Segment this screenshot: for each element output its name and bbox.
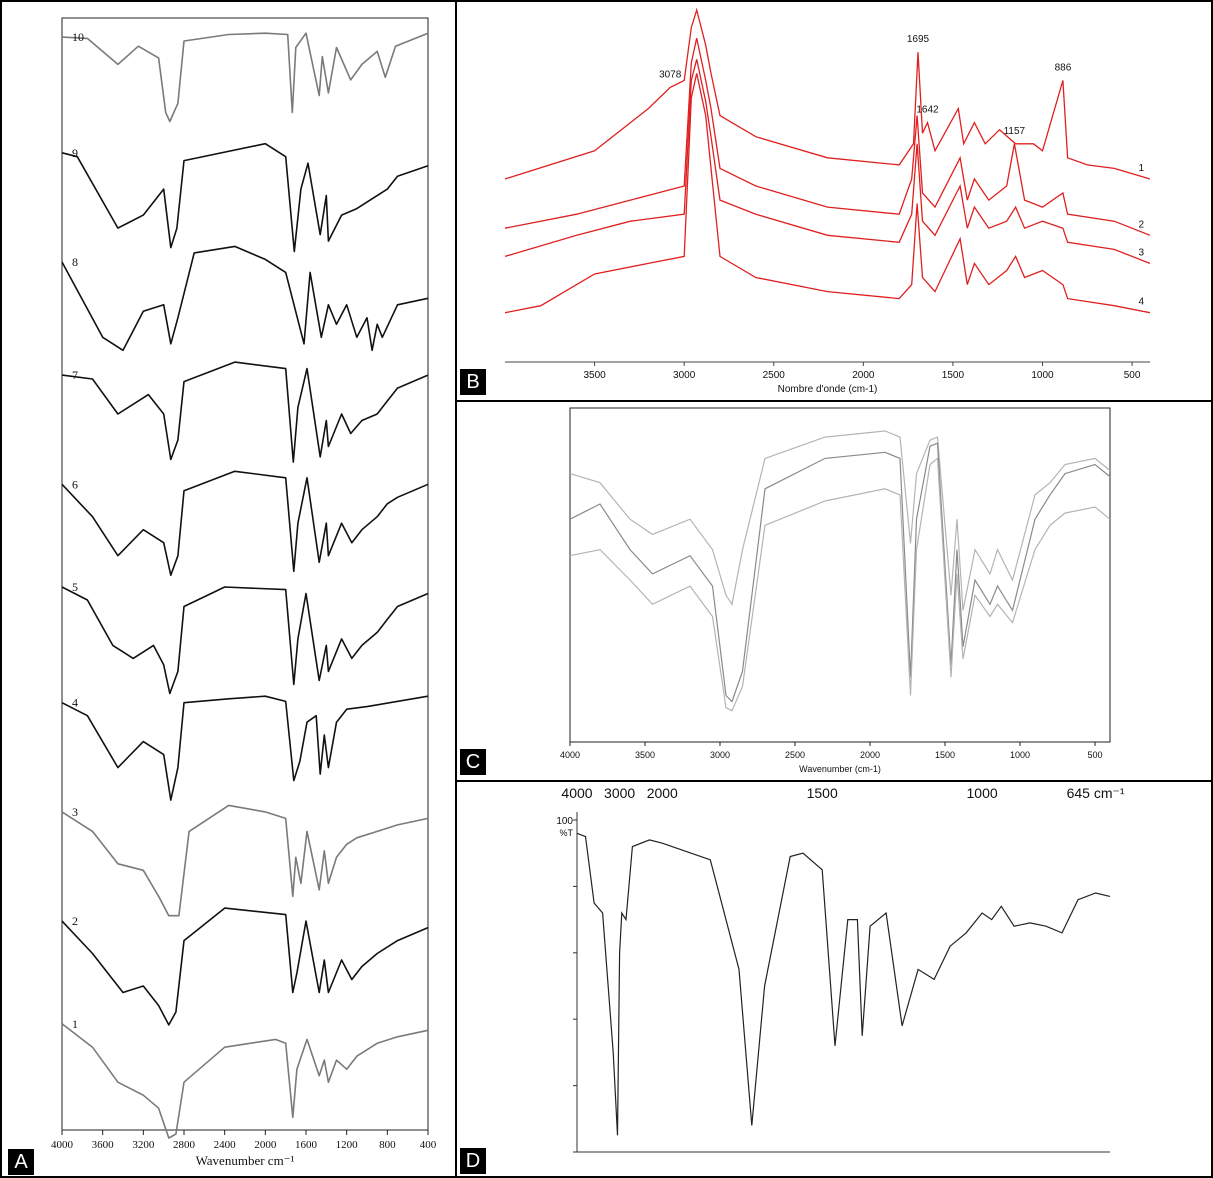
x-tick-label: 1000 — [1010, 750, 1030, 760]
series-label: 2 — [1138, 219, 1144, 230]
series-label: 3 — [72, 805, 78, 819]
x-tick-label: 2500 — [785, 750, 805, 760]
x-tick-label: 4000 — [560, 750, 580, 760]
x-tick-label: 1000 — [967, 785, 998, 801]
plot-area — [569, 407, 1111, 743]
x-tick-label: 4000 — [561, 785, 592, 801]
x-tick-label: 800 — [379, 1139, 396, 1151]
x-tick-label: 1200 — [336, 1139, 359, 1151]
panel-c-frame — [455, 400, 1213, 782]
series-label: 10 — [72, 30, 84, 44]
panel-a-label: A — [8, 1149, 34, 1175]
peak-annotation: 1695 — [907, 34, 930, 45]
spectrum-2 — [504, 38, 1151, 236]
spectrum-1 — [61, 1023, 429, 1139]
series-label: 4 — [1138, 297, 1144, 308]
peak-annotation: 3078 — [659, 69, 682, 80]
panel-b-frame — [455, 0, 1213, 402]
x-tick-label: 3500 — [583, 370, 606, 381]
x-tick-label: 2000 — [254, 1139, 277, 1151]
x-tick-label: 3000 — [673, 370, 696, 381]
x-tick-label: 400 — [420, 1139, 437, 1151]
spectrum-4 — [61, 695, 429, 801]
series-label: 9 — [72, 146, 78, 160]
y-axis-label: %T — [560, 828, 574, 838]
peak-annotation: 886 — [1055, 62, 1072, 73]
x-tick-label: 2000 — [647, 785, 678, 801]
spectrum-9 — [61, 142, 429, 253]
plot-area — [61, 17, 429, 1131]
y-tick-label: 100 — [556, 816, 573, 827]
spectrum-7 — [61, 361, 429, 463]
peak-annotation: 1157 — [1004, 126, 1026, 137]
x-tick-label: 500 — [1087, 750, 1102, 760]
x-tick-label: 2000 — [860, 750, 880, 760]
series-label: 7 — [72, 368, 78, 382]
x-tick-label: 2400 — [214, 1139, 237, 1151]
panel-c-label: C — [460, 749, 486, 775]
spectrum-2 — [569, 442, 1111, 703]
chart-d: 100%T 4000 3000 2000 1500 1000 645 cm⁻¹ — [556, 785, 1125, 1153]
spectrum-5 — [61, 586, 429, 695]
series-label: 6 — [72, 477, 78, 491]
x-tick-label: 645 cm⁻¹ — [1067, 785, 1125, 801]
panel-b-label: B — [460, 369, 486, 395]
spectrum-3 — [569, 457, 1111, 712]
panel-a-frame — [0, 0, 457, 1178]
x-tick-label: 1600 — [295, 1139, 318, 1151]
panel-b: 3500 3000 2500 2000 1500 1000 500 Nombre d'onde… — [455, 0, 1213, 400]
panel-d: 100 %T 4000 3000 2000 1500 1000 645 cm⁻¹ — [455, 780, 1213, 1178]
chart-c: 4000 3500 3000 2500 2000 1500 1000 500 Wavenumbe… — [560, 407, 1111, 774]
spectrum-1 — [576, 832, 1111, 1136]
spectrum-3 — [61, 804, 429, 917]
spectrum-6 — [61, 470, 429, 576]
x-tick-label: 2500 — [763, 370, 786, 381]
x-tick-label: 4000 — [51, 1139, 74, 1151]
x-axis-label: Wavenumber (cm-1) — [799, 764, 881, 774]
peak-annotation: 1642 — [916, 105, 939, 116]
spectrum-10 — [61, 32, 429, 123]
spectrum-2 — [61, 907, 429, 1026]
spectrum-1 — [569, 430, 1111, 611]
panel-c: 4000 3500 3000 2500 2000 1500 1000 500 Wavenumbe… — [455, 400, 1213, 780]
x-tick-label: 3200 — [132, 1139, 155, 1151]
x-axis-label: Wavenumber cm⁻¹ — [196, 1153, 295, 1168]
x-tick-label: 3000 — [604, 785, 635, 801]
chart-b: 3500 3000 2500 2000 1500 1000 500 Nombre d'onde… — [504, 7, 1151, 395]
x-tick-label: 2800 — [173, 1139, 196, 1151]
panel-d-frame — [455, 780, 1213, 1178]
x-tick-label: 1500 — [942, 370, 965, 381]
x-axis-label: Nombre d'onde (cm-1) — [778, 384, 878, 395]
spectrum-8 — [61, 245, 429, 352]
x-tick-label: 1000 — [1031, 370, 1054, 381]
x-tick-label: 3000 — [710, 750, 730, 760]
series-label: 3 — [1138, 247, 1144, 258]
x-tick-label: 3500 — [635, 750, 655, 760]
series-label: 2 — [72, 914, 78, 928]
panel-a: 4000 3600 3200 2800 2400 2000 1600 1200 800 400 Wa… — [0, 0, 455, 1178]
series-label: 1 — [72, 1017, 78, 1031]
spectrum-3 — [504, 59, 1151, 265]
series-label: 1 — [1138, 163, 1144, 174]
panel-d-label: D — [460, 1148, 486, 1174]
x-tick-label: 1500 — [935, 750, 955, 760]
x-tick-label: 2000 — [852, 370, 875, 381]
series-label: 5 — [72, 580, 78, 594]
spectrum-4 — [504, 73, 1151, 314]
spectrum-1 — [504, 7, 1151, 180]
series-label: 4 — [72, 696, 78, 710]
x-tick-label: 3600 — [92, 1139, 115, 1151]
x-tick-label: 1500 — [807, 785, 838, 801]
chart-a: 4000 3600 3200 2800 2400 2000 1600 1200 800 400 Wa… — [51, 17, 437, 1168]
series-label: 8 — [72, 255, 78, 269]
x-tick-label: 500 — [1124, 370, 1141, 381]
